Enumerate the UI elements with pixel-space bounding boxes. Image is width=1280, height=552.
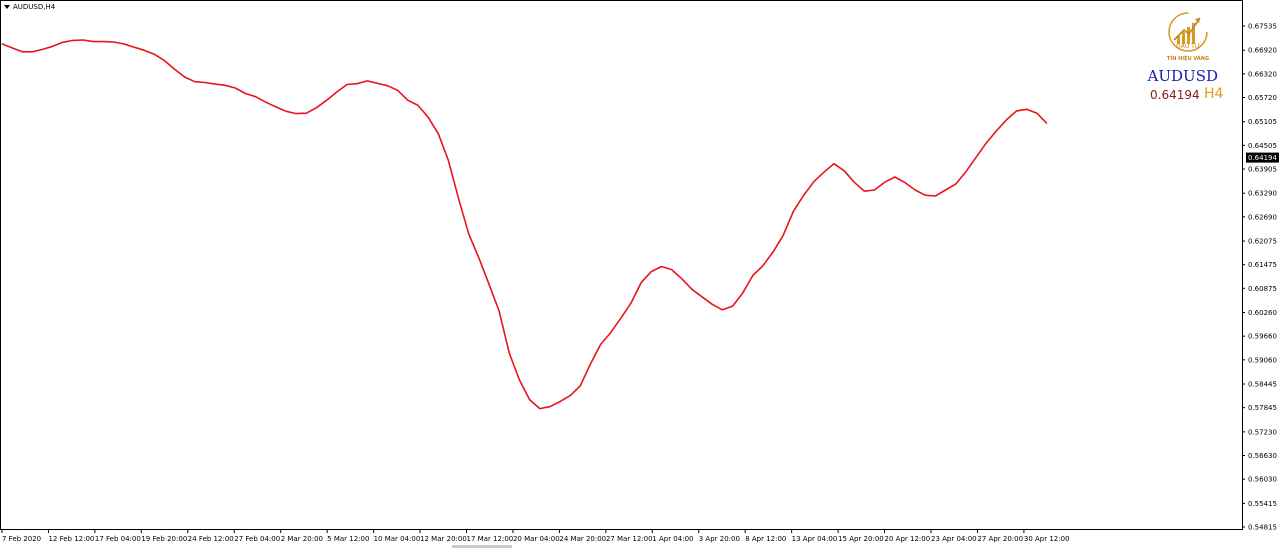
y-tick-label: 0.60875 [1248,285,1277,293]
y-tick-label: 0.54815 [1248,524,1277,532]
x-tick-label: 17 Mar 12:00 [467,535,514,543]
x-tick-label: 20 Apr 12:00 [885,535,931,543]
x-tick-label: 15 Apr 20:00 [838,535,884,543]
y-tick-label: 0.66920 [1248,47,1277,55]
x-tick-label: 13 Apr 04:00 [792,535,838,543]
logo-line2: TÍN HIỆU VÀNG [1167,54,1209,62]
chart-header: AUDUSD,H4 [4,3,55,11]
y-tick-label: 0.63905 [1248,165,1277,173]
y-tick-label: 0.66320 [1248,70,1277,78]
x-tick-label: 19 Feb 20:00 [141,535,187,543]
symbol-timeframe: H4 [1204,86,1224,102]
y-tick-label: 0.57230 [1248,428,1277,436]
y-tick-label: 0.60260 [1248,309,1277,317]
dropdown-arrow-icon[interactable] [4,5,10,9]
logo-bar-3 [1187,27,1190,44]
x-tick-label: 10 Mar 04:00 [374,535,421,543]
symbol-price: 0.64194 [1150,88,1200,102]
x-tick-label: 3 Apr 20:00 [699,535,740,543]
current-price-marker: 0.64194 [1246,152,1279,163]
y-tick-label: 0.55415 [1248,500,1277,508]
y-tick-label: 0.61475 [1248,261,1277,269]
y-tick-label: 0.62690 [1248,213,1277,221]
x-tick-label: 8 Apr 12:00 [745,535,786,543]
y-tick-label: 0.56630 [1248,452,1277,460]
logo-ring [1168,12,1208,52]
x-tick-label: 12 Feb 12:00 [48,535,94,543]
x-tick-label: 7 Feb 2020 [2,535,41,543]
y-tick-label: 0.56030 [1248,476,1277,484]
y-tick-label: 0.62075 [1248,238,1277,246]
x-tick-label: 27 Feb 04:00 [234,535,280,543]
x-tick-label: 20 Mar 04:00 [513,535,560,543]
x-tick-label: 12 Mar 20:00 [420,535,467,543]
y-axis: 0.67535 0.66920 0.66320 0.65720 0.65105 0.645… [1242,23,1277,532]
x-tick-label: 2 Mar 20:00 [281,535,323,543]
logo-bar-2 [1182,32,1185,44]
scroll-indicator [452,545,512,548]
chart-header-label: AUDUSD,H4 [13,3,56,11]
y-tick-label: 0.59060 [1248,356,1277,364]
y-tick-label: 0.65105 [1248,118,1277,126]
y-tick-label: 0.65720 [1248,94,1277,102]
x-tick-label: 1 Apr 04:00 [652,535,693,543]
y-tick-label: 0.67535 [1248,23,1277,31]
x-tick-label: 27 Mar 12:00 [606,535,653,543]
brand-logo: ĐẦU TƯ TÍN HIỆU VÀNG [1160,10,1216,65]
logo-line1: ĐẦU TƯ [1176,42,1200,50]
x-axis: 7 Feb 2020 12 Feb 12:00 17 Feb 04:00 19 Feb… [1,530,1070,543]
x-tick-label: 23 Apr 04:00 [931,535,977,543]
logo-bar-1 [1177,36,1180,44]
plot-frame [0,0,1243,530]
x-tick-label: 30 Apr 12:00 [1024,535,1070,543]
y-tick-label: 0.59660 [1248,333,1277,341]
x-tick-label: 5 Mar 12:00 [327,535,369,543]
logo-arrow-head [1195,18,1200,23]
y-tick-label: 0.63290 [1248,190,1277,198]
y-tick-label: 0.64505 [1248,142,1277,150]
x-tick-label: 24 Feb 12:00 [188,535,234,543]
x-tick-label: 27 Apr 20:00 [977,535,1023,543]
series-line-audusd [1,39,1048,410]
logo-bar-4 [1192,23,1195,44]
current-price-label: 0.64194 [1248,154,1277,162]
symbol-title: AUDUSD [1147,67,1218,85]
logo-arrow-icon [1173,17,1201,41]
y-tick-label: 0.58445 [1248,381,1277,389]
current-price-box [1246,152,1279,163]
x-tick-label: 17 Feb 04:00 [95,535,141,543]
y-tick-label: 0.57845 [1248,404,1277,412]
x-tick-label: 24 Mar 20:00 [559,535,606,543]
